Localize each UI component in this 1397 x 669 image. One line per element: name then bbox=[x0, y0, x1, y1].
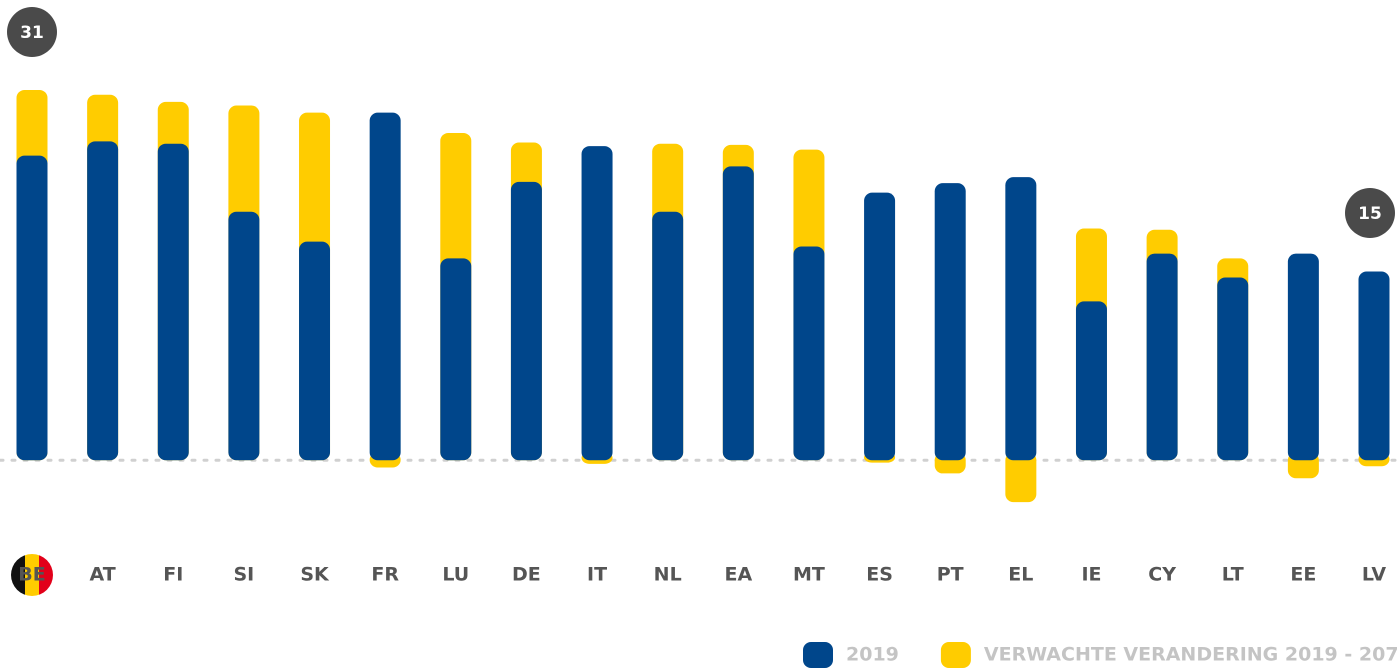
x-tick-label: DE bbox=[512, 564, 541, 586]
x-tick-label: CY bbox=[1148, 564, 1176, 586]
bar-2019 bbox=[1287, 253, 1319, 461]
x-tick-label: BE bbox=[18, 564, 45, 586]
bar-2019 bbox=[1005, 177, 1037, 461]
legend-swatch bbox=[803, 642, 833, 668]
bar-2019 bbox=[1146, 253, 1178, 461]
bar-2019 bbox=[1075, 301, 1107, 461]
x-tick-label: IE bbox=[1081, 564, 1101, 586]
badge-label: 31 bbox=[20, 23, 44, 43]
x-tick-label: EA bbox=[724, 564, 752, 586]
badge bbox=[7, 7, 57, 57]
x-tick-label: SI bbox=[234, 564, 255, 586]
x-tick-label: SK bbox=[300, 564, 330, 586]
x-tick-label: NL bbox=[654, 564, 682, 586]
x-tick-label: ES bbox=[866, 564, 893, 586]
bar-2019 bbox=[1217, 277, 1249, 461]
badge-label: 15 bbox=[1358, 204, 1382, 224]
bar-change bbox=[1005, 452, 1037, 503]
bar-2019 bbox=[16, 155, 48, 461]
legend-label: VERWACHTE VERANDERING 2019 - 2070 bbox=[984, 644, 1397, 666]
bar-2019 bbox=[157, 143, 189, 461]
flag-stripe bbox=[39, 554, 53, 596]
legend-swatch bbox=[940, 642, 971, 668]
legend-label: 2019 bbox=[846, 644, 899, 666]
x-tick-label: EE bbox=[1290, 564, 1316, 586]
bar-2019 bbox=[87, 141, 119, 461]
badge bbox=[1345, 188, 1395, 238]
flag-stripe bbox=[25, 554, 39, 596]
bar-2019 bbox=[299, 241, 331, 461]
bar-2019 bbox=[864, 192, 896, 461]
x-tick-label: PT bbox=[937, 564, 964, 586]
bar-2019 bbox=[440, 258, 472, 461]
x-tick-label: MT bbox=[793, 564, 825, 586]
bar-2019 bbox=[228, 211, 260, 461]
x-tick-label: AT bbox=[90, 564, 116, 586]
x-tick-label: LT bbox=[1222, 564, 1244, 586]
bar-2019 bbox=[722, 166, 754, 461]
bar-2019 bbox=[793, 246, 825, 461]
x-tick-label: FI bbox=[163, 564, 183, 586]
x-tick-label: LU bbox=[442, 564, 469, 586]
flag-stripe bbox=[11, 554, 25, 596]
bar-2019 bbox=[652, 211, 684, 461]
x-tick-label: LV bbox=[1362, 564, 1386, 586]
bar-2019 bbox=[510, 181, 542, 461]
bar-2019 bbox=[581, 146, 613, 461]
bar-2019 bbox=[934, 183, 966, 461]
x-tick-label: IT bbox=[587, 564, 607, 586]
bar-2019 bbox=[1358, 271, 1390, 461]
bar-2019 bbox=[369, 112, 401, 461]
x-tick-label: EL bbox=[1008, 564, 1033, 586]
x-tick-label: FR bbox=[371, 564, 399, 586]
